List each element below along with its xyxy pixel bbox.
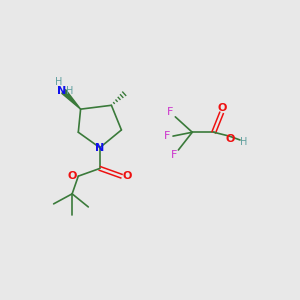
Text: F: F xyxy=(164,131,170,141)
Text: N: N xyxy=(58,86,67,96)
Text: H: H xyxy=(66,86,74,96)
Text: F: F xyxy=(171,150,178,160)
Text: F: F xyxy=(167,107,173,117)
Text: O: O xyxy=(218,103,227,112)
Text: N: N xyxy=(95,143,104,153)
Text: O: O xyxy=(225,134,235,144)
Text: O: O xyxy=(68,171,77,181)
Text: H: H xyxy=(240,137,247,147)
Text: O: O xyxy=(123,171,132,181)
Text: H: H xyxy=(55,77,62,87)
Polygon shape xyxy=(62,90,81,109)
